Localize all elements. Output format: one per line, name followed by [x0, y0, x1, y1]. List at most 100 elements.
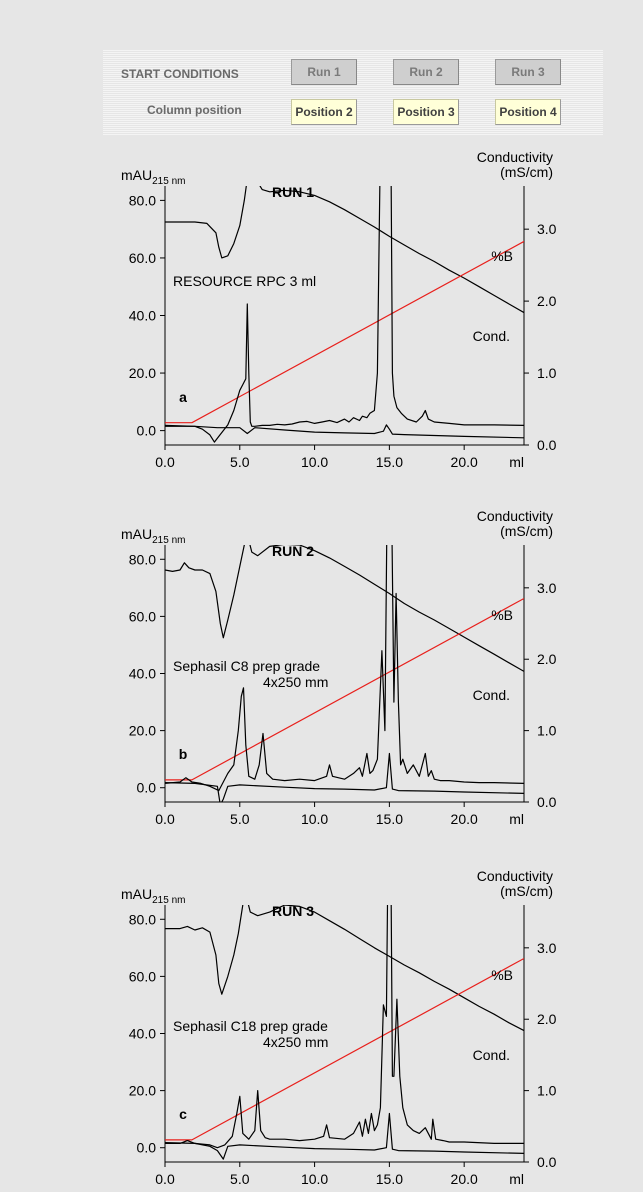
y-right-tick-label: 2.0	[537, 651, 557, 667]
x-unit-label: ml	[509, 1171, 524, 1187]
column-description: Sephasil C18 prep grade	[173, 1018, 328, 1034]
y-right-tick-label: 1.0	[537, 1083, 557, 1099]
x-tick-label: 5.0	[230, 454, 250, 470]
y-left-axis-subscript: 215 nm	[152, 535, 185, 546]
y-right-tick-label: 0.0	[537, 794, 557, 810]
y-left-tick-label: 20.0	[129, 365, 156, 381]
y-left-tick-label: 60.0	[129, 968, 156, 984]
x-tick-label: 0.0	[155, 811, 175, 827]
gradient-series-label: %B	[491, 607, 513, 623]
panel-letter: a	[179, 389, 187, 405]
x-tick-label: 0.0	[155, 1171, 175, 1187]
conductivity-series-label: Cond.	[473, 1047, 510, 1063]
plot-area	[165, 905, 524, 1160]
y-left-axis-title: mAU215 nm	[121, 167, 185, 187]
run-3-button[interactable]: Run 3	[495, 59, 561, 85]
y-right-tick-label: 3.0	[537, 940, 557, 956]
y-right-tick-label: 1.0	[537, 365, 557, 381]
run-1-button[interactable]: Run 1	[291, 59, 357, 85]
y-left-tick-label: 0.0	[137, 780, 157, 796]
column-description: 4x250 mm	[263, 674, 328, 690]
series-cond-	[165, 905, 524, 1032]
y-right-axis-unit: (mS/cm)	[500, 883, 553, 899]
run-title: RUN 1	[272, 184, 314, 200]
series-uv-blank	[165, 1112, 524, 1160]
y-right-axis-title: Conductivity	[477, 868, 553, 884]
gradient-series-label: %B	[491, 967, 513, 983]
y-left-tick-label: 0.0	[137, 1140, 157, 1156]
y-left-tick-label: 40.0	[129, 666, 156, 682]
y-right-axis-title: Conductivity	[477, 149, 553, 165]
series-uv-blank	[165, 424, 524, 439]
plot-area	[165, 186, 524, 443]
start-conditions-label: START CONDITIONS	[121, 67, 239, 81]
y-left-tick-label: 20.0	[129, 723, 156, 739]
y-right-axis-unit: (mS/cm)	[500, 164, 553, 180]
conductivity-series-label: Cond.	[473, 328, 510, 344]
x-tick-label: 15.0	[376, 454, 403, 470]
y-left-axis-title: mAU215 nm	[121, 886, 185, 906]
position-2-field[interactable]: Position 2	[291, 99, 357, 125]
x-tick-label: 20.0	[451, 454, 478, 470]
panel-letter: b	[179, 746, 188, 762]
y-right-tick-label: 0.0	[537, 437, 557, 453]
y-right-tick-label: 1.0	[537, 723, 557, 739]
y-left-tick-label: 80.0	[129, 192, 156, 208]
y-left-tick-label: 60.0	[129, 608, 156, 624]
y-left-tick-label: 0.0	[137, 423, 157, 439]
y-left-tick-label: 80.0	[129, 911, 156, 927]
series-cond-	[165, 545, 524, 672]
x-tick-label: 10.0	[301, 454, 328, 470]
column-description: Sephasil C8 prep grade	[173, 658, 320, 674]
chart-run-2: 0.0 5.0 10.0 15.0 20.0 ml 0.0 20.0 40.0 60.0 80.0 0…	[121, 508, 557, 827]
y-right-tick-label: 2.0	[537, 1011, 557, 1027]
x-tick-label: 5.0	[230, 1171, 250, 1187]
start-conditions-table: START CONDITIONS Run 1 Run 2 Run 3 Colum…	[103, 50, 603, 136]
series-uv	[165, 186, 524, 443]
x-tick-label: 20.0	[451, 811, 478, 827]
y-left-tick-label: 60.0	[129, 250, 156, 266]
x-tick-label: 15.0	[376, 811, 403, 827]
plot-area	[165, 545, 524, 802]
x-tick-label: 10.0	[301, 811, 328, 827]
y-right-tick-label: 3.0	[537, 221, 557, 237]
y-left-axis-title: mAU215 nm	[121, 526, 185, 546]
series--b	[165, 957, 524, 1141]
x-tick-label: 15.0	[376, 1171, 403, 1187]
run-title: RUN 3	[272, 903, 314, 919]
y-left-tick-label: 40.0	[129, 308, 156, 324]
conductivity-series-label: Cond.	[473, 687, 510, 703]
position-4-field[interactable]: Position 4	[495, 99, 561, 125]
column-position-label: Column position	[147, 103, 242, 117]
y-right-tick-label: 3.0	[537, 580, 557, 596]
x-tick-label: 5.0	[230, 811, 250, 827]
y-right-tick-label: 0.0	[537, 1154, 557, 1170]
x-tick-label: 20.0	[451, 1171, 478, 1187]
y-right-tick-label: 2.0	[537, 293, 557, 309]
y-right-axis-title: Conductivity	[477, 508, 553, 524]
y-left-tick-label: 20.0	[129, 1083, 156, 1099]
y-left-axis-subscript: 215 nm	[152, 176, 185, 187]
panel-letter: c	[179, 1106, 187, 1122]
y-left-tick-label: 40.0	[129, 1026, 156, 1042]
series-cond-	[165, 186, 524, 314]
y-left-tick-label: 80.0	[129, 551, 156, 567]
y-left-axis-subscript: 215 nm	[152, 895, 185, 906]
column-description: 4x250 mm	[263, 1034, 328, 1050]
series--b	[165, 240, 524, 424]
chart-run-3: 0.0 5.0 10.0 15.0 20.0 ml 0.0 20.0 40.0 60.0 80.0 0…	[121, 868, 557, 1187]
chart-run-1: 0.0 5.0 10.0 15.0 20.0 ml 0.0 20.0 40.0 60.0 80.0 0…	[121, 149, 557, 470]
x-tick-label: 0.0	[155, 454, 175, 470]
column-description: RESOURCE RPC 3 ml	[173, 273, 316, 289]
position-3-field[interactable]: Position 3	[393, 99, 459, 125]
run-2-button[interactable]: Run 2	[393, 59, 459, 85]
y-right-axis-unit: (mS/cm)	[500, 523, 553, 539]
x-tick-label: 10.0	[301, 1171, 328, 1187]
series-uv-blank	[165, 752, 524, 802]
x-unit-label: ml	[509, 454, 524, 470]
series-uv	[165, 905, 524, 1149]
series-uv	[165, 545, 524, 792]
series--b	[165, 597, 524, 781]
x-unit-label: ml	[509, 811, 524, 827]
